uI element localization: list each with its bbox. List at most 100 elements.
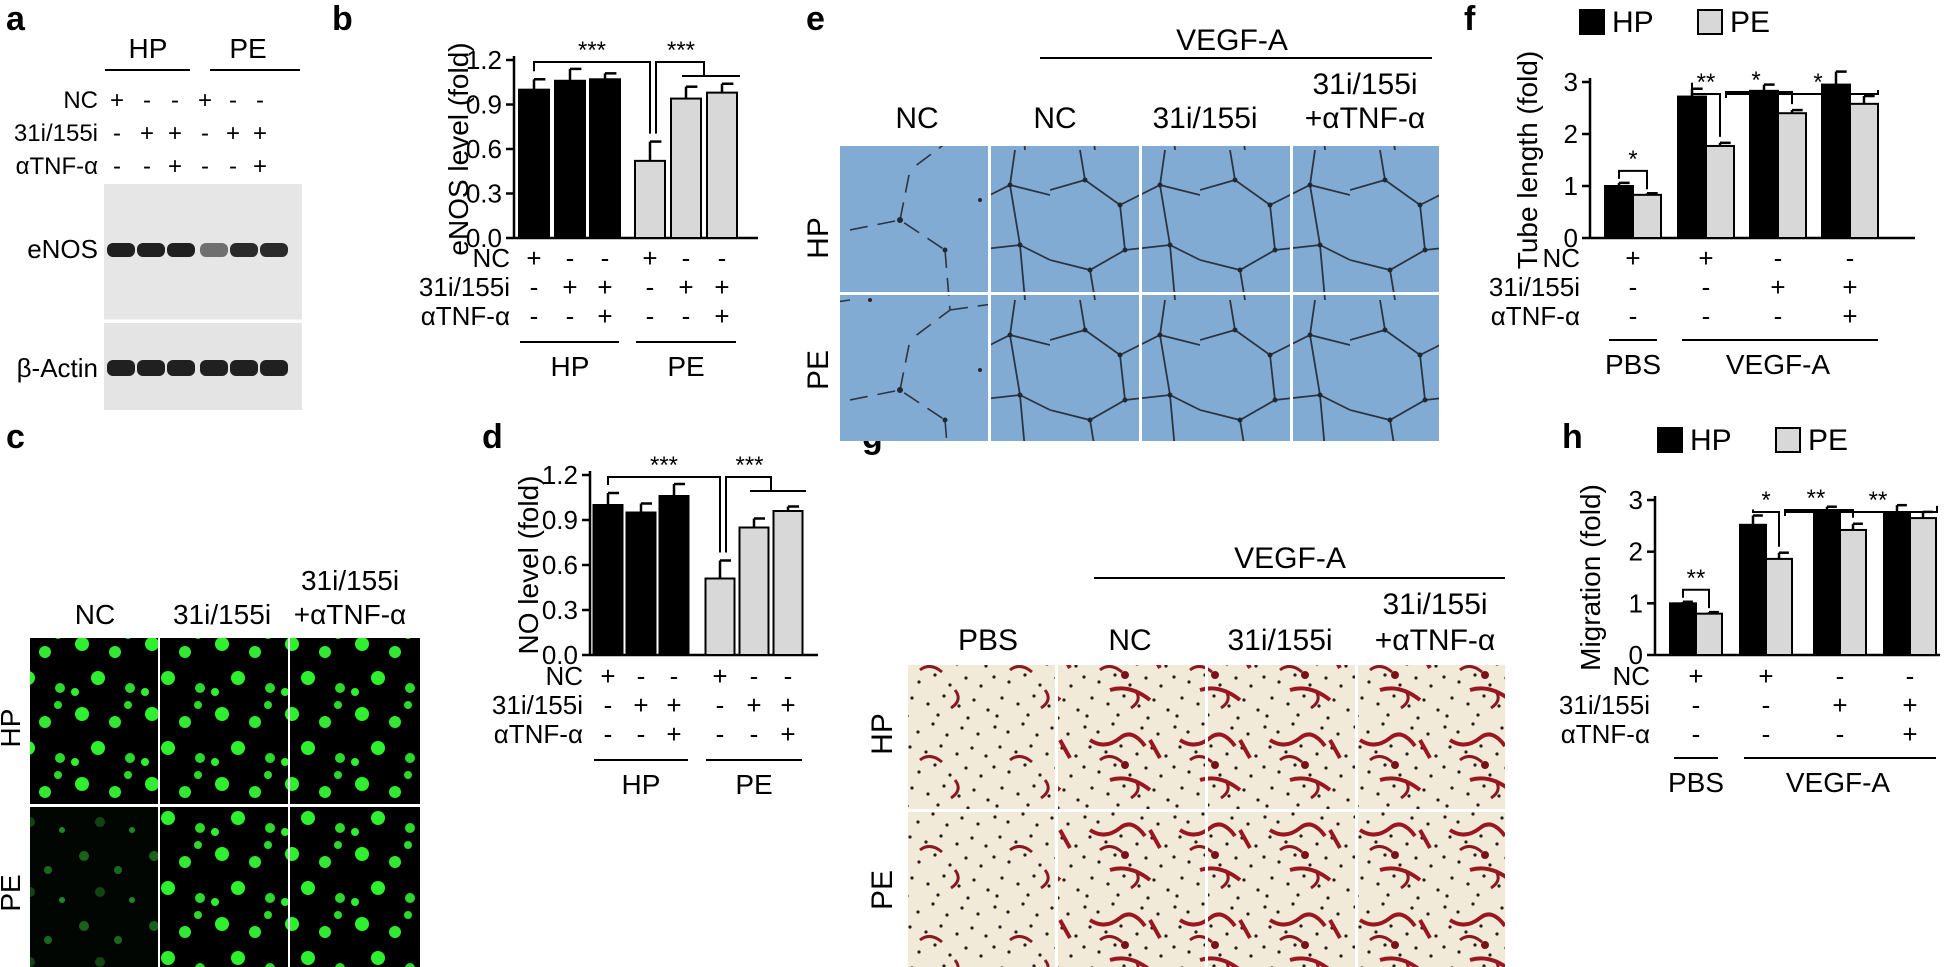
- chart-d-ytick: 1.2: [542, 460, 578, 490]
- chart-d-row-label: NC: [545, 661, 583, 691]
- chart-b-sign: +: [597, 301, 612, 331]
- chart-d-bar: [704, 577, 736, 656]
- tube-col-nc: NC: [1033, 102, 1076, 135]
- chart-b-bar: [706, 91, 738, 239]
- chart-f-sign: -: [1702, 301, 1711, 331]
- chart-d-sign: -: [604, 719, 613, 749]
- chart-d-group-label: HP: [622, 769, 661, 800]
- chart-d-sign: -: [670, 661, 679, 691]
- chart-f-bar: [1604, 185, 1634, 239]
- panel-e-tube-images: VEGF-A NC NC 31i/155i 31i/155i +αTNF-α H…: [802, 24, 1439, 441]
- panel-letter-a: a: [6, 0, 26, 38]
- chart-h-sign: -: [1692, 719, 1701, 749]
- blot-row-nc: NC: [63, 87, 98, 114]
- chart-b-ylabel: eNOS level (fold): [443, 42, 474, 255]
- chart-h-sig-label: *: [1761, 487, 1770, 514]
- mig-treatment-label: VEGF-A: [1234, 542, 1346, 575]
- mig-row-hp: HP: [866, 713, 899, 755]
- chart-b-sign: -: [682, 243, 691, 273]
- chart-b-sign: +: [562, 272, 577, 302]
- chart-f-sign: +: [1842, 301, 1857, 331]
- chart-f-sig-label: *: [1628, 146, 1637, 173]
- chart-d-group-label: PE: [735, 769, 772, 800]
- chart-f-legend-label: HP: [1612, 6, 1654, 39]
- chart-h-ytick: 1: [1629, 588, 1643, 618]
- chart-b-sign: +: [642, 243, 657, 273]
- gfp-col-31i155i: 31i/155i: [173, 599, 271, 630]
- chart-b-sign: -: [566, 243, 575, 273]
- chart-d-sign: +: [780, 719, 795, 749]
- chart-h-sign: -: [1836, 661, 1845, 691]
- chart-b-sign: -: [530, 301, 539, 331]
- chart-f-sign: +: [1698, 243, 1713, 273]
- blot-band-actin: [260, 360, 288, 376]
- blot-row-atnfa: αTNF-α: [16, 153, 99, 180]
- chart-d-ytick: 0.0: [542, 640, 578, 670]
- chart-b-bar: [670, 97, 702, 239]
- chart-h-sign: -: [1762, 690, 1771, 720]
- chart-b-sign: -: [718, 243, 727, 273]
- chart-f-sign: -: [1774, 301, 1783, 331]
- chart-f-bar: [1821, 83, 1851, 239]
- chart-b-bar: [634, 159, 666, 239]
- chart-d-sig-bracket: [725, 476, 772, 553]
- chart-f-ytick: 0: [1564, 223, 1578, 253]
- chart-f-sig-label: **: [1697, 69, 1716, 96]
- chart-h-sig-label: **: [1869, 487, 1888, 514]
- chart-b-row-label: 31i/155i: [419, 272, 510, 302]
- chart-b-group-label: PE: [667, 351, 704, 382]
- chart-b-bar: [589, 78, 621, 239]
- chart-f-legend-swatch: [1579, 9, 1605, 35]
- chart-d-sign: +: [600, 661, 615, 691]
- chart-f-sign: +: [1842, 272, 1857, 302]
- chart-h-group-label: VEGF-A: [1786, 767, 1891, 798]
- blot-sign: +: [168, 153, 182, 180]
- blot-band-actin: [167, 360, 195, 376]
- chart-d-sig-label: ***: [735, 452, 763, 479]
- blot-sign: -: [143, 153, 151, 180]
- chart-f-bar: [1849, 102, 1879, 239]
- blot-enos-label: eNOS: [27, 234, 98, 264]
- blot-sign: -: [256, 87, 264, 114]
- blot-sign: -: [229, 153, 237, 180]
- chart-f-row-label: NC: [1542, 243, 1580, 273]
- chart-b-bar: [554, 79, 586, 240]
- chart-d-ytick: 0.9: [542, 505, 578, 535]
- chart-h-row-label: αTNF-α: [1561, 719, 1650, 749]
- chart-d-sign: +: [780, 690, 795, 720]
- chart-b-sign: +: [678, 272, 693, 302]
- blot-sign: -: [113, 153, 121, 180]
- blot-sign: -: [171, 87, 179, 114]
- chart-b-ytick: 0.3: [466, 179, 502, 209]
- chart-h-bar: [1669, 602, 1697, 656]
- panel-letter-d: d: [482, 418, 503, 456]
- chart-d-sign: -: [604, 690, 613, 720]
- chart-f-sign: -: [1629, 301, 1638, 331]
- chart-h-sign: +: [1902, 719, 1917, 749]
- chart-d-sign: -: [784, 661, 793, 691]
- chart-f-ytick: 1: [1564, 171, 1578, 201]
- chart-b-sign: +: [526, 243, 541, 273]
- chart-h-ytick: 2: [1629, 537, 1643, 567]
- chart-f-sign: +: [1625, 243, 1640, 273]
- panel-c-gfp-images: NC 31i/155i 31i/155i +αTNF-α HP PE: [0, 565, 420, 967]
- gfp-col-combo-line1: 31i/155i: [301, 565, 399, 596]
- chart-h-legend-swatch: [1657, 427, 1683, 453]
- blot-sign: +: [110, 87, 124, 114]
- chart-h-legend-swatch: [1775, 427, 1801, 453]
- chart-h-legend-label: PE: [1808, 424, 1848, 457]
- blot-band-enos: [200, 243, 228, 257]
- chart-b-sig-label: ***: [578, 37, 606, 64]
- chart-b-row-label: NC: [472, 243, 510, 273]
- blot-sign: -: [113, 120, 121, 147]
- chart-d-sign: -: [750, 719, 759, 749]
- chart-d-sign: -: [716, 719, 725, 749]
- chart-h-sign: +: [1902, 690, 1917, 720]
- panel-letter-e: e: [806, 0, 825, 38]
- mig-row-pe: PE: [866, 870, 899, 910]
- chart-f-legend-label: PE: [1730, 6, 1770, 39]
- chart-d-bar: [772, 510, 804, 656]
- chart-d-row-label: 31i/155i: [492, 690, 583, 720]
- gfp-row-hp: HP: [0, 709, 26, 748]
